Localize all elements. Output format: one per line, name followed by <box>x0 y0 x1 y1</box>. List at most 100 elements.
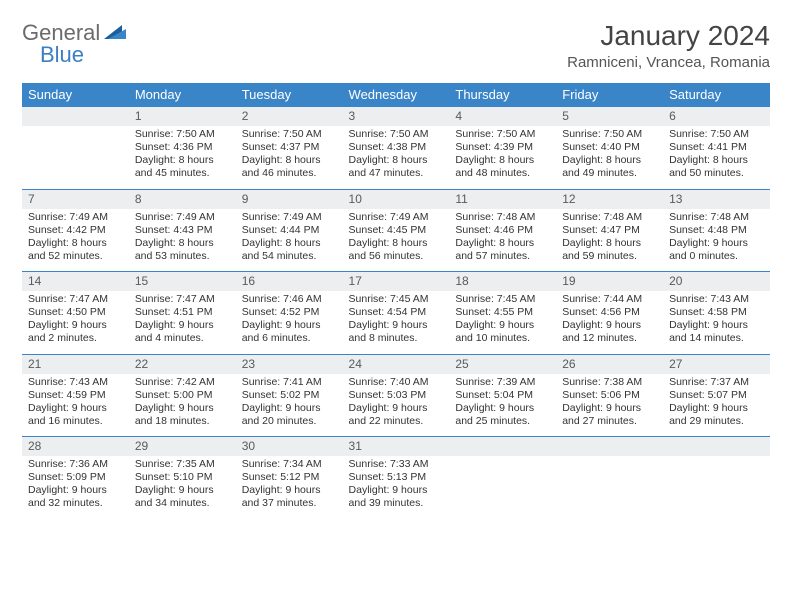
sunset-text: Sunset: 4:52 PM <box>242 306 337 319</box>
day-info-cell: Sunrise: 7:44 AMSunset: 4:56 PMDaylight:… <box>556 291 663 354</box>
daylight-text-1: Daylight: 9 hours <box>135 402 230 415</box>
day-number-cell: 29 <box>129 437 236 457</box>
sunrise-text: Sunrise: 7:45 AM <box>455 293 550 306</box>
daylight-text-2: and 2 minutes. <box>28 332 123 345</box>
day-info-row: Sunrise: 7:47 AMSunset: 4:50 PMDaylight:… <box>22 291 770 354</box>
sunset-text: Sunset: 4:56 PM <box>562 306 657 319</box>
day-number-cell: 15 <box>129 272 236 292</box>
day-info-cell: Sunrise: 7:50 AMSunset: 4:36 PMDaylight:… <box>129 126 236 189</box>
day-info-cell: Sunrise: 7:45 AMSunset: 4:54 PMDaylight:… <box>343 291 450 354</box>
day-info-row: Sunrise: 7:36 AMSunset: 5:09 PMDaylight:… <box>22 456 770 519</box>
daylight-text-2: and 27 minutes. <box>562 415 657 428</box>
sunset-text: Sunset: 5:07 PM <box>669 389 764 402</box>
daylight-text-1: Daylight: 9 hours <box>349 402 444 415</box>
day-number-cell: 25 <box>449 354 556 374</box>
daylight-text-1: Daylight: 9 hours <box>669 237 764 250</box>
day-number-cell: 9 <box>236 189 343 209</box>
day-header: Monday <box>129 83 236 107</box>
sunrise-text: Sunrise: 7:41 AM <box>242 376 337 389</box>
daylight-text-2: and 6 minutes. <box>242 332 337 345</box>
day-number-cell: 4 <box>449 107 556 127</box>
day-info-cell: Sunrise: 7:50 AMSunset: 4:38 PMDaylight:… <box>343 126 450 189</box>
daylight-text-2: and 45 minutes. <box>135 167 230 180</box>
sunrise-text: Sunrise: 7:49 AM <box>242 211 337 224</box>
sunrise-text: Sunrise: 7:48 AM <box>455 211 550 224</box>
day-number-cell: 21 <box>22 354 129 374</box>
day-info-cell: Sunrise: 7:47 AMSunset: 4:51 PMDaylight:… <box>129 291 236 354</box>
day-info-cell: Sunrise: 7:49 AMSunset: 4:45 PMDaylight:… <box>343 209 450 272</box>
sunset-text: Sunset: 5:04 PM <box>455 389 550 402</box>
day-number-cell: 7 <box>22 189 129 209</box>
day-number-cell <box>663 437 770 457</box>
day-number-cell: 2 <box>236 107 343 127</box>
daylight-text-1: Daylight: 8 hours <box>455 237 550 250</box>
day-info-cell: Sunrise: 7:40 AMSunset: 5:03 PMDaylight:… <box>343 374 450 437</box>
sunset-text: Sunset: 4:50 PM <box>28 306 123 319</box>
sunrise-text: Sunrise: 7:36 AM <box>28 458 123 471</box>
daylight-text-1: Daylight: 8 hours <box>562 154 657 167</box>
day-number-cell: 14 <box>22 272 129 292</box>
daylight-text-1: Daylight: 9 hours <box>669 402 764 415</box>
day-info-cell: Sunrise: 7:34 AMSunset: 5:12 PMDaylight:… <box>236 456 343 519</box>
sunrise-text: Sunrise: 7:50 AM <box>349 128 444 141</box>
day-number-cell: 17 <box>343 272 450 292</box>
sunrise-text: Sunrise: 7:48 AM <box>669 211 764 224</box>
day-number-cell: 30 <box>236 437 343 457</box>
day-header: Sunday <box>22 83 129 107</box>
daylight-text-1: Daylight: 9 hours <box>135 319 230 332</box>
sunrise-text: Sunrise: 7:49 AM <box>349 211 444 224</box>
day-info-cell: Sunrise: 7:33 AMSunset: 5:13 PMDaylight:… <box>343 456 450 519</box>
day-of-week-row: SundayMondayTuesdayWednesdayThursdayFrid… <box>22 83 770 107</box>
header: General January 2024 Ramniceni, Vrancea,… <box>22 20 770 71</box>
daylight-text-1: Daylight: 8 hours <box>135 154 230 167</box>
daylight-text-1: Daylight: 9 hours <box>349 319 444 332</box>
sunset-text: Sunset: 4:41 PM <box>669 141 764 154</box>
daylight-text-1: Daylight: 9 hours <box>455 319 550 332</box>
logo-sub: Blue <box>40 42 84 68</box>
day-number-row: 28293031 <box>22 437 770 457</box>
day-number-cell: 10 <box>343 189 450 209</box>
day-info-cell: Sunrise: 7:46 AMSunset: 4:52 PMDaylight:… <box>236 291 343 354</box>
day-number-row: 78910111213 <box>22 189 770 209</box>
day-info-cell: Sunrise: 7:41 AMSunset: 5:02 PMDaylight:… <box>236 374 343 437</box>
calendar-table: SundayMondayTuesdayWednesdayThursdayFrid… <box>22 83 770 519</box>
sunrise-text: Sunrise: 7:50 AM <box>135 128 230 141</box>
day-info-cell: Sunrise: 7:48 AMSunset: 4:47 PMDaylight:… <box>556 209 663 272</box>
sunrise-text: Sunrise: 7:37 AM <box>669 376 764 389</box>
day-info-cell <box>663 456 770 519</box>
day-number-row: 14151617181920 <box>22 272 770 292</box>
day-info-cell: Sunrise: 7:48 AMSunset: 4:48 PMDaylight:… <box>663 209 770 272</box>
sunrise-text: Sunrise: 7:33 AM <box>349 458 444 471</box>
daylight-text-2: and 47 minutes. <box>349 167 444 180</box>
day-info-row: Sunrise: 7:49 AMSunset: 4:42 PMDaylight:… <box>22 209 770 272</box>
sunrise-text: Sunrise: 7:38 AM <box>562 376 657 389</box>
day-number-cell: 24 <box>343 354 450 374</box>
day-info-cell: Sunrise: 7:36 AMSunset: 5:09 PMDaylight:… <box>22 456 129 519</box>
day-info-cell: Sunrise: 7:38 AMSunset: 5:06 PMDaylight:… <box>556 374 663 437</box>
daylight-text-1: Daylight: 8 hours <box>669 154 764 167</box>
daylight-text-1: Daylight: 8 hours <box>562 237 657 250</box>
sunset-text: Sunset: 4:37 PM <box>242 141 337 154</box>
sunset-text: Sunset: 4:55 PM <box>455 306 550 319</box>
day-number-cell: 16 <box>236 272 343 292</box>
daylight-text-1: Daylight: 9 hours <box>28 319 123 332</box>
sunset-text: Sunset: 4:36 PM <box>135 141 230 154</box>
day-number-row: 123456 <box>22 107 770 127</box>
sunset-text: Sunset: 4:44 PM <box>242 224 337 237</box>
daylight-text-2: and 32 minutes. <box>28 497 123 510</box>
day-number-row: 21222324252627 <box>22 354 770 374</box>
daylight-text-2: and 4 minutes. <box>135 332 230 345</box>
sunrise-text: Sunrise: 7:49 AM <box>135 211 230 224</box>
sunrise-text: Sunrise: 7:49 AM <box>28 211 123 224</box>
day-info-cell: Sunrise: 7:50 AMSunset: 4:40 PMDaylight:… <box>556 126 663 189</box>
sunrise-text: Sunrise: 7:34 AM <box>242 458 337 471</box>
sunset-text: Sunset: 4:59 PM <box>28 389 123 402</box>
daylight-text-2: and 39 minutes. <box>349 497 444 510</box>
daylight-text-2: and 14 minutes. <box>669 332 764 345</box>
sunrise-text: Sunrise: 7:50 AM <box>562 128 657 141</box>
sunset-text: Sunset: 4:43 PM <box>135 224 230 237</box>
sunset-text: Sunset: 5:12 PM <box>242 471 337 484</box>
day-header: Wednesday <box>343 83 450 107</box>
daylight-text-1: Daylight: 8 hours <box>242 237 337 250</box>
day-info-cell: Sunrise: 7:47 AMSunset: 4:50 PMDaylight:… <box>22 291 129 354</box>
